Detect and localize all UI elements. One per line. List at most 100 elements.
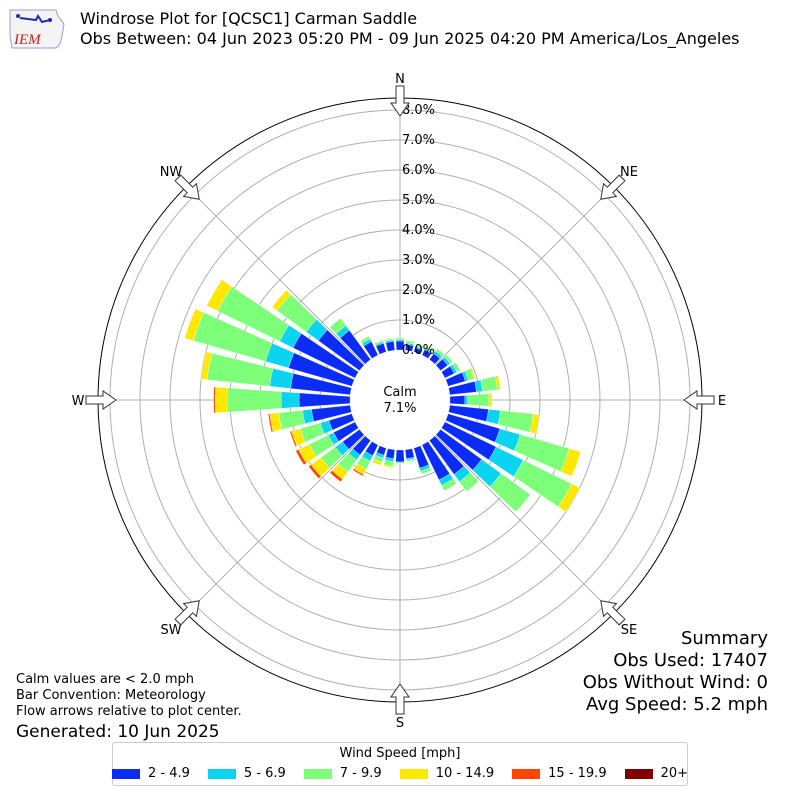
direction-label: SE [621,623,637,638]
radial-tick-label: 1.0% [402,313,435,328]
radial-tick-label: 2.0% [402,283,435,298]
windrose-bar [329,318,347,335]
windrose-bar [435,348,445,357]
calm-value: 7.1% [383,401,416,416]
grid-spoke [186,435,365,614]
legend-label: 7 - 9.9 [339,766,382,781]
windrose-bar [494,375,501,390]
windrose-bar [406,458,416,462]
legend-item: 7 - 9.9 [303,766,382,781]
windrose-bar [425,345,434,353]
legend-item: 10 - 14.9 [399,766,495,781]
windrose-bar [395,461,405,464]
windrose-bar [395,339,405,342]
radial-tick-label: 8.0% [402,103,435,118]
windrose-bar [280,391,300,409]
legend-items: 2 - 4.9 5 - 6.9 7 - 9.9 10 - 14.9 15 - 19.9 2… [111,766,688,781]
windrose-bar [497,410,534,433]
flow-arrow-icon [390,85,410,117]
windrose-bar [278,410,306,430]
windrose-bar [298,392,351,408]
windrose-bar [405,340,415,345]
direction-label: N [395,72,405,87]
summary-panel: Summary Obs Used: 17407 Obs Without Wind… [583,628,768,716]
legend-swatch [624,768,653,779]
legend-item: 20+ [624,766,688,781]
windrose-bar [184,308,204,341]
windrose-bar [384,338,394,342]
windrose-bar [289,430,297,447]
windrose-bar [214,386,228,414]
windrose-bar [529,413,540,435]
radial-tick-label: 0.0% [402,343,435,358]
windrose-bar [383,464,394,468]
windrose-bar [295,449,307,466]
grid-spoke [186,186,365,365]
direction-label: NE [620,165,638,180]
windrose-bar [464,395,469,405]
windrose-bar [488,393,493,407]
windrose-bar [271,290,291,311]
flow-arrow-icon [390,683,410,715]
direction-label: S [396,716,404,731]
windrose-bar [360,335,371,344]
windrose-bar [385,448,395,459]
windrose-bar [395,449,405,463]
legend-swatch [111,768,140,779]
flow-arrow-icon [85,390,117,410]
bar-convention-note: Bar Convention: Meteorology [16,688,206,703]
windrose-bar [420,467,432,475]
calm-note: Calm values are < 2.0 mph [16,672,195,687]
grid-spoke [435,186,614,365]
direction-label: W [72,394,85,409]
iem-logo: IEM [9,9,65,49]
flow-arrow-icon [174,174,200,200]
legend: Wind Speed [mph] 2 - 4.9 5 - 6.9 7 - 9.9 10… [111,742,688,786]
chart-subtitle: Obs Between: 04 Jun 2023 05:20 PM - 09 J… [80,29,740,48]
radial-tick-label: 5.0% [402,193,435,208]
windrose-bar [415,343,424,350]
flow-arrow-icon [174,600,200,626]
windrose-bar [395,337,405,340]
legend-title: Wind Speed [mph] [339,746,461,761]
radial-tick-label: 4.0% [402,223,435,238]
legend-label: 10 - 14.9 [435,766,495,781]
windrose-bar [372,459,383,466]
direction-label: NW [160,165,183,180]
windrose-bar [444,354,453,364]
legend-swatch [512,768,541,779]
legend-swatch [399,768,428,779]
flow-arrows-note: Flow arrows relative to plot center. [16,704,242,719]
windrose-bar [268,413,274,433]
legend-swatch [303,768,332,779]
radial-tick-label: 6.0% [402,163,435,178]
direction-label: E [718,394,726,409]
summary-obs-without-wind: Obs Without Wind: 0 [582,672,768,693]
legend-item: 15 - 19.9 [512,766,607,781]
windrose-bar [213,386,216,414]
chart-title: Windrose Plot for [QCSC1] Carman Saddle [80,9,418,28]
windrose-bar [352,468,364,477]
flow-arrow-icon [683,390,715,410]
windrose-bar [269,368,294,389]
summary-avg-speed: Avg Speed: 5.2 mph [586,694,768,715]
windrose-bar [441,478,457,491]
windrose-bar [459,472,479,492]
radial-tick-label: 3.0% [402,253,435,268]
windrose-bar [308,464,322,479]
legend-item: 5 - 6.9 [207,766,286,781]
grid-spoke [435,435,614,614]
flow-arrow-icon [600,174,626,200]
legend-swatch [207,768,236,779]
radial-tick-label: 7.0% [402,133,435,148]
direction-label: SW [160,623,181,638]
windrose-bar [374,340,384,345]
summary-heading: Summary [681,628,768,649]
windrose-bar [226,387,282,413]
windrose-bar [206,279,232,312]
legend-label: 2 - 4.9 [147,766,190,781]
calm-label: Calm [383,385,416,400]
legend-label: 15 - 19.9 [548,766,607,781]
chart-title-block: Windrose Plot for [QCSC1] Carman Saddle … [80,9,740,49]
